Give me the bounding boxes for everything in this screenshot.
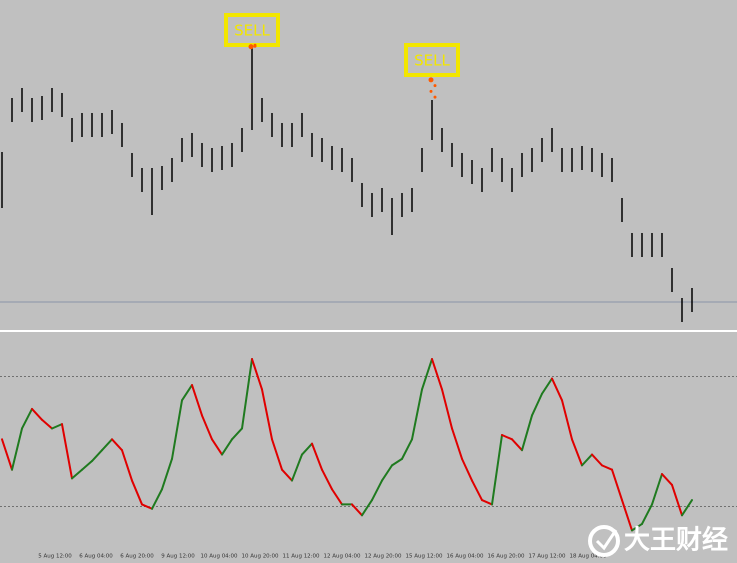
oscillator-segment: [201, 414, 213, 441]
oscillator-segment: [281, 468, 293, 482]
x-tick-label: 15 Aug 12:00: [405, 554, 443, 560]
oscillator-segment: [631, 522, 643, 532]
oscillator-segment: [381, 464, 393, 482]
oscillator-segment: [101, 438, 113, 452]
oscillator-segment: [431, 358, 443, 391]
watermark-logo: [588, 525, 620, 557]
oscillator-segment: [291, 453, 303, 482]
oscillator-segment: [471, 479, 483, 502]
oscillator-segment: [421, 358, 433, 391]
signal-dot: [249, 44, 253, 48]
oscillator-segment: [651, 473, 663, 506]
oscillator-segment: [241, 358, 253, 430]
oscillator-segment: [551, 377, 563, 402]
oscillator-segment: [211, 438, 223, 456]
oscillator-segment: [371, 479, 383, 502]
oscillator-segment: [361, 499, 373, 517]
oscillator-segment: [121, 449, 133, 482]
x-tick-label: 16 Aug 20:00: [487, 554, 525, 560]
oscillator-segment: [611, 468, 623, 502]
sell-label: SELL: [414, 52, 450, 70]
signal-dot: [433, 95, 437, 99]
oscillator-segment: [91, 449, 103, 463]
oscillator-segment: [571, 438, 583, 467]
oscillator-segment: [541, 377, 553, 395]
oscillator-segment: [401, 438, 413, 460]
x-tick-label: 10 Aug 20:00: [241, 554, 279, 560]
x-tick-label: 16 Aug 04:00: [446, 554, 484, 560]
oscillator-segment: [661, 473, 673, 486]
oscillator-segment: [251, 358, 263, 391]
oscillator-segment: [321, 468, 333, 491]
oscillator-segment: [481, 499, 493, 506]
oscillator-segment: [671, 483, 683, 517]
oscillator-segment: [81, 460, 93, 471]
oscillator-segment: [271, 438, 283, 471]
oscillator-segment: [151, 488, 163, 510]
oscillator-segment: [161, 457, 173, 491]
signal-dot: [429, 89, 433, 93]
oscillator-segment: [441, 388, 453, 430]
oscillator-segment: [391, 457, 403, 467]
watermark: 大王财经: [624, 525, 728, 556]
oscillator-segment: [641, 503, 653, 525]
oscillator-segment: [131, 479, 143, 506]
oscillator-segment: [21, 407, 33, 430]
oscillator-segment: [501, 433, 513, 441]
x-tick-label: 11 Aug 12:00: [282, 554, 320, 560]
signal-dot: [433, 84, 437, 88]
x-tick-label: 6 Aug 04:00: [79, 554, 113, 560]
oscillator-segment: [561, 399, 573, 441]
signal-dot: [253, 43, 257, 47]
x-tick-label: 17 Aug 12:00: [528, 554, 566, 560]
oscillator-segment: [681, 499, 693, 517]
oscillator-segment: [231, 427, 243, 441]
oscillator-segment: [591, 453, 603, 467]
oscillator-segment: [31, 407, 43, 421]
sell-label: SELL: [234, 22, 270, 40]
oscillator-segment: [141, 503, 153, 510]
oscillator-segment: [11, 427, 23, 471]
oscillator-segment: [261, 388, 273, 441]
oscillator-segment: [581, 453, 593, 467]
oscillator-segment: [1, 438, 13, 471]
oscillator-segment: [531, 392, 543, 417]
oscillator-segment: [351, 503, 363, 517]
x-tick-label: 18 Aug 04:00: [569, 554, 607, 560]
oscillator-segment: [411, 388, 423, 441]
oscillator-segment: [61, 423, 73, 480]
oscillator-segment: [331, 488, 343, 506]
oscillator-segment: [171, 399, 183, 460]
oscillator-segment: [461, 457, 473, 482]
oscillator-segment: [301, 442, 313, 456]
oscillator-segment: [181, 384, 193, 402]
oscillator-segment: [621, 499, 633, 532]
x-tick-label: 10 Aug 04:00: [200, 554, 238, 560]
x-tick-label: 12 Aug 04:00: [323, 554, 361, 560]
oscillator-segment: [191, 384, 203, 417]
oscillator-segment: [521, 414, 533, 452]
oscillator-segment: [311, 442, 323, 471]
x-tick-label: 5 Aug 12:00: [38, 554, 72, 560]
oscillator-segment: [491, 433, 503, 506]
oscillator-segment: [221, 438, 233, 456]
oscillator-segment: [51, 423, 63, 430]
oscillator-segment: [71, 468, 83, 480]
sell-box: [404, 43, 460, 77]
oscillator-segment: [601, 464, 613, 471]
signal-dot: [428, 77, 434, 83]
oscillator-segment: [111, 438, 123, 452]
x-tick-label: 12 Aug 20:00: [364, 554, 402, 560]
x-tick-label: 6 Aug 20:00: [120, 554, 154, 560]
oscillator-segment: [451, 427, 463, 460]
oscillator-segment: [41, 418, 53, 430]
oscillator-segment: [511, 438, 523, 452]
x-tick-label: 9 Aug 12:00: [161, 554, 195, 560]
